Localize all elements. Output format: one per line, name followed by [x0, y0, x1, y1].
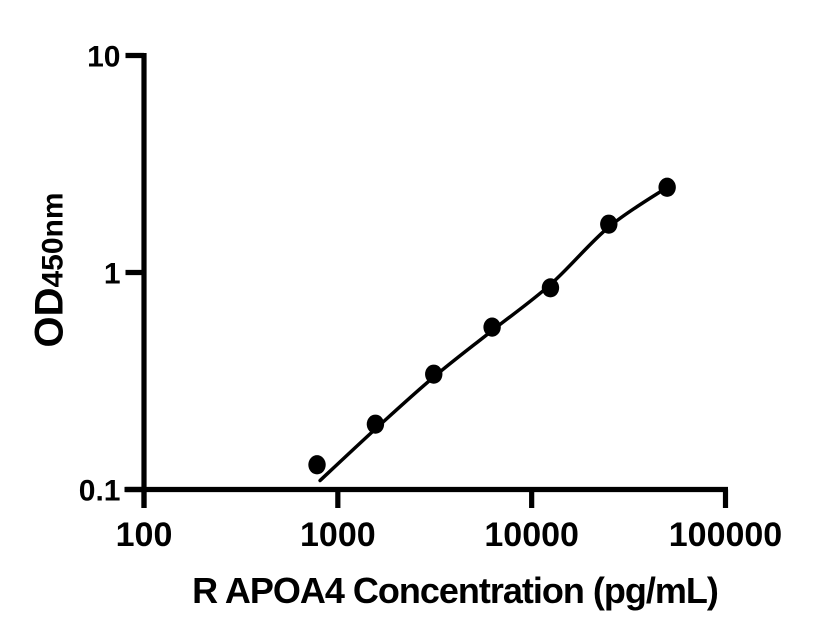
data-point — [541, 278, 560, 298]
x-tick-label: 100 — [116, 516, 173, 554]
y-tick-label: 10 — [87, 41, 120, 74]
x-tick-label: 100000 — [669, 516, 782, 554]
x-tick-label: 10000 — [484, 516, 579, 554]
data-point — [308, 455, 326, 475]
y-axis-title-main: OD — [27, 287, 72, 348]
y-tick-label: 1 — [104, 258, 121, 291]
data-point — [366, 414, 385, 434]
y-tick-label: 0.1 — [79, 475, 121, 508]
fit-curve-line — [318, 185, 669, 483]
x-axis-title: R APOA4 Concentration (pg/mL) — [192, 570, 719, 611]
x-tick-label: 1000 — [300, 516, 376, 554]
y-axis-title-subscript: 450nm — [36, 192, 70, 288]
y-axis-title: OD450nm — [28, 192, 73, 347]
